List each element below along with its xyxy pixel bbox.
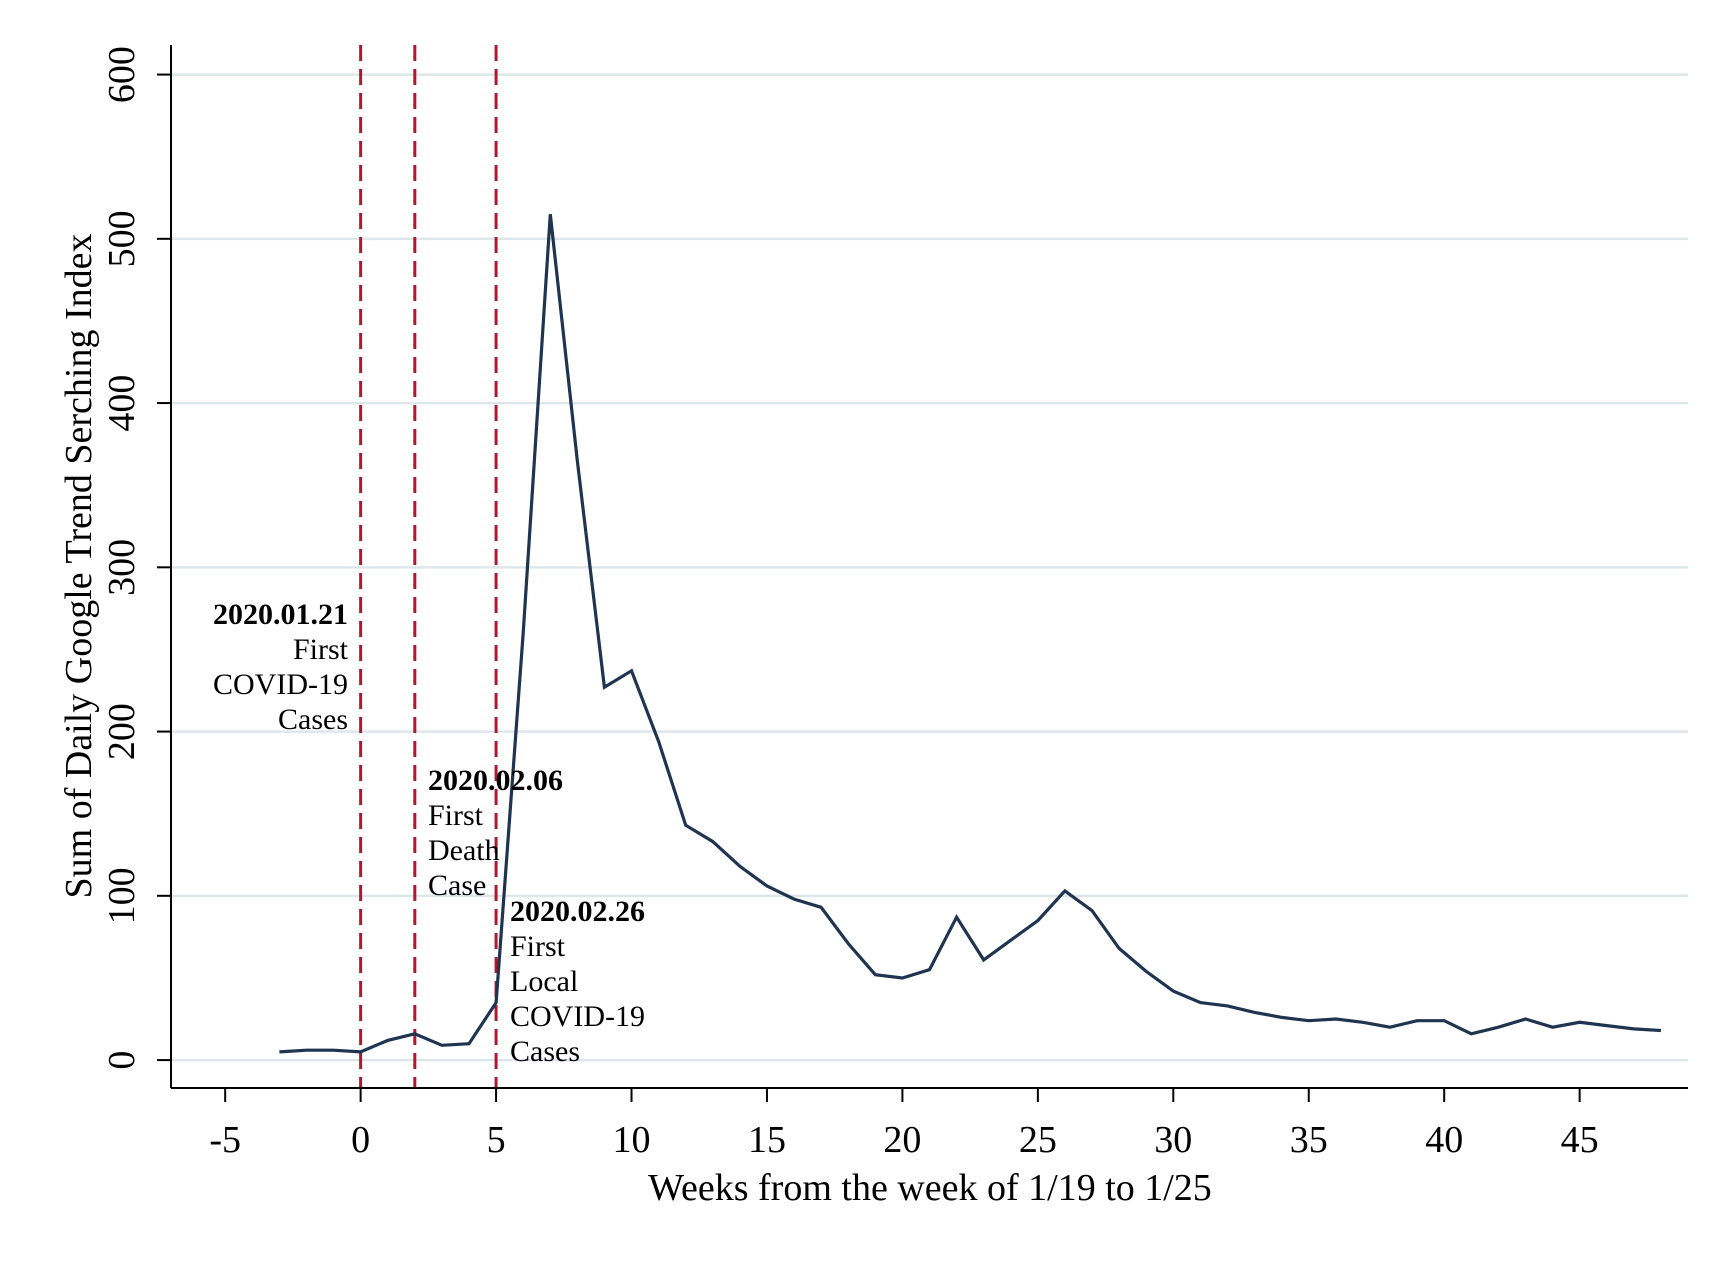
x-tick-label: 20 <box>883 1119 921 1161</box>
axes: 0 100 200 300 400 500 600 -5 0 5 10 15 20 25 30 35 40 45 <box>101 45 1688 1161</box>
x-tick-label: 10 <box>613 1119 651 1161</box>
event-date: 2020.01.21 <box>213 598 348 631</box>
x-tick-label: 30 <box>1154 1119 1192 1161</box>
x-tick-label: 25 <box>1019 1119 1057 1161</box>
y-tick-label: 600 <box>101 46 143 103</box>
event-label: Cases <box>278 703 348 736</box>
event-annotations: 2020.01.21FirstCOVID-19Cases2020.02.06Fi… <box>213 598 645 1068</box>
y-tick-label: 400 <box>101 375 143 432</box>
y-tick-label: 0 <box>101 1051 143 1070</box>
event-label: COVID-19 <box>213 668 348 701</box>
y-tick-label: 300 <box>101 539 143 596</box>
event-label: First <box>293 633 349 666</box>
event-label: First <box>428 799 484 832</box>
event-label: Cases <box>510 1035 580 1068</box>
gridlines <box>171 73 1688 1062</box>
series-layer <box>279 214 1661 1054</box>
x-tick-label: 0 <box>351 1119 370 1161</box>
x-tick-label: 45 <box>1561 1119 1599 1161</box>
event-label: COVID-19 <box>510 1000 645 1033</box>
event-label: Case <box>428 869 486 902</box>
y-tick-label: 200 <box>101 703 143 760</box>
event-date: 2020.02.26 <box>510 895 645 928</box>
event-label: Local <box>510 965 578 998</box>
x-tick-label: -5 <box>209 1119 241 1161</box>
event-lines <box>359 45 498 1088</box>
x-axis-title: Weeks from the week of 1/19 to 1/25 <box>648 1167 1212 1209</box>
x-tick-label: 5 <box>487 1119 506 1161</box>
x-tick-label: 35 <box>1290 1119 1328 1161</box>
event-label: First <box>510 930 566 963</box>
x-tick-label: 15 <box>748 1119 786 1161</box>
series-line <box>279 214 1661 1054</box>
event-label: Death <box>428 834 500 867</box>
x-tick-label: 40 <box>1425 1119 1463 1161</box>
y-tick-label: 100 <box>101 867 143 924</box>
event-date: 2020.02.06 <box>428 764 563 797</box>
y-axis-title: Sum of Daily Google Trend Serching Index <box>58 234 100 899</box>
y-tick-label: 500 <box>101 210 143 267</box>
